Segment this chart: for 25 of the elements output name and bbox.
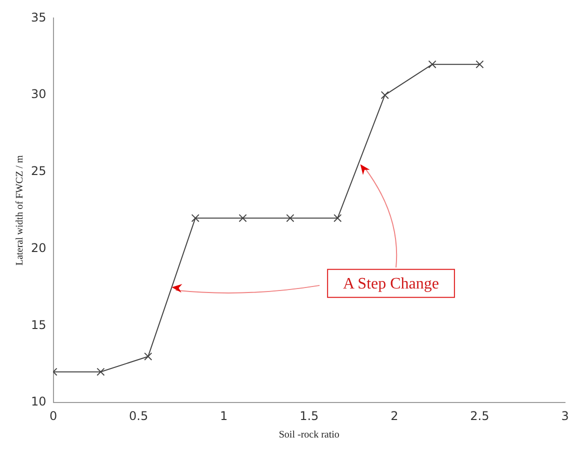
x-tick-label: 2 <box>390 408 398 423</box>
y-tick-label: 25 <box>30 164 46 178</box>
annotation: A Step Change <box>343 276 440 293</box>
x-tick-label: 2.5 <box>470 408 490 423</box>
point <box>238 214 247 222</box>
x-tick-label: 1 <box>220 408 228 423</box>
y-tick-label: 20 <box>30 240 46 255</box>
y-tick-label: 35 <box>30 10 46 24</box>
point <box>476 60 484 68</box>
x-tick-label: 0.5 <box>129 408 148 423</box>
point <box>380 91 389 100</box>
point <box>144 352 152 361</box>
point <box>334 214 342 222</box>
point <box>191 214 200 222</box>
y-axis-title: Lateral width of FWCZ / m <box>14 155 26 266</box>
point <box>428 60 436 68</box>
point <box>96 368 105 376</box>
point <box>286 214 294 222</box>
y-tick-label: 10 <box>30 394 46 409</box>
x-tick-label: 3 <box>561 408 569 423</box>
y-tick-label: 15 <box>30 318 46 332</box>
x-tick-label: 0 <box>49 408 58 423</box>
y-tick-label: 30 <box>30 87 46 102</box>
x-axis-title: Soil -rock ratio <box>278 430 340 441</box>
x-tick-label: 1.5 <box>300 408 319 423</box>
